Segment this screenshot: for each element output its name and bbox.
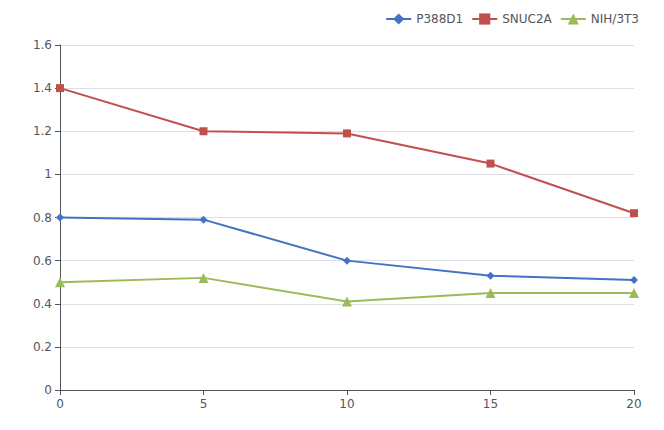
svg-text:0.2: 0.2 [33,340,52,354]
svg-text:10: 10 [339,397,354,411]
svg-text:0: 0 [56,397,64,411]
svg-text:5: 5 [200,397,208,411]
svg-text:NIH/3T3: NIH/3T3 [591,12,639,26]
svg-text:1.2: 1.2 [33,124,52,138]
svg-text:SNUC2A: SNUC2A [502,12,552,26]
svg-text:0.8: 0.8 [33,211,52,225]
svg-text:0: 0 [44,383,52,397]
svg-text:15: 15 [483,397,498,411]
svg-text:1.4: 1.4 [33,81,52,95]
svg-text:1.6: 1.6 [33,38,52,52]
svg-text:20: 20 [626,397,641,411]
svg-text:1: 1 [44,167,52,181]
svg-text:0.6: 0.6 [33,254,52,268]
svg-text:0.4: 0.4 [33,297,52,311]
svg-text:P388D1: P388D1 [416,12,463,26]
